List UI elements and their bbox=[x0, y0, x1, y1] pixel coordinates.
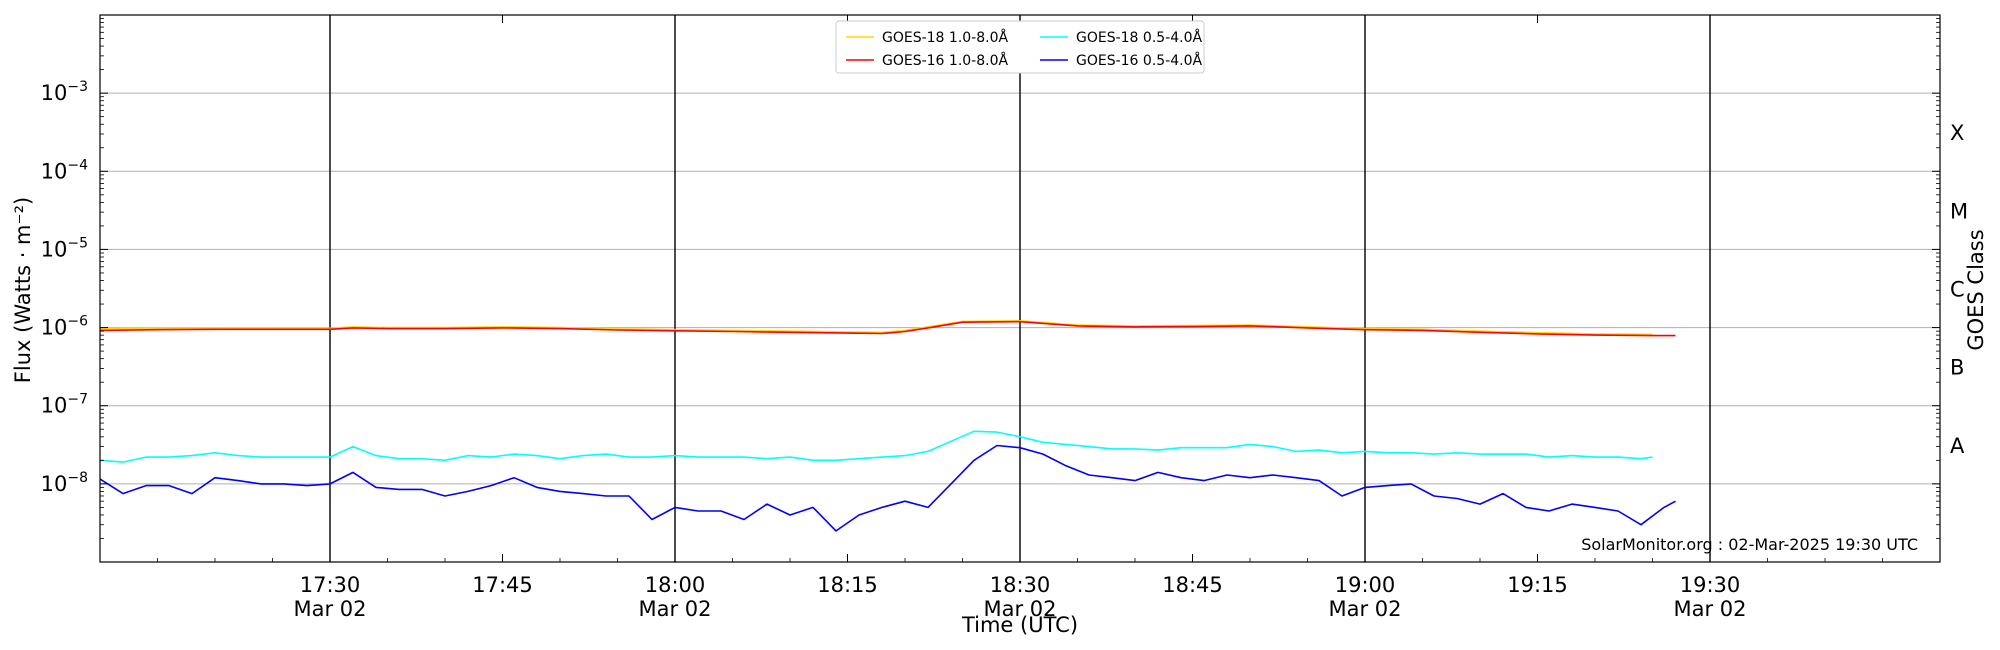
x-tick-label: 19:00 bbox=[1335, 573, 1396, 597]
x-axis-title: Time (UTC) bbox=[961, 613, 1078, 637]
x-tick-sublabel: Mar 02 bbox=[293, 597, 366, 621]
y-tick-label: 10−5 bbox=[41, 235, 88, 261]
goes-class-label: A bbox=[1950, 434, 1965, 458]
goes-class-label: B bbox=[1950, 356, 1964, 380]
y-tick-label: 10−7 bbox=[41, 392, 88, 418]
legend-label: GOES-16 1.0-8.0Å bbox=[882, 52, 1008, 69]
x-tick-label: 17:30 bbox=[300, 573, 361, 597]
x-tick-sublabel: Mar 02 bbox=[983, 597, 1056, 621]
series-line-3 bbox=[99, 430, 1653, 463]
y-axis-title: Flux (Watts · m⁻²) bbox=[11, 197, 35, 383]
goes-class-labels: A B C M X bbox=[1950, 121, 1968, 458]
x-tick-sublabel: Mar 02 bbox=[1673, 597, 1746, 621]
goes-class-label: M bbox=[1950, 199, 1968, 223]
x-tick-sublabel: Mar 02 bbox=[638, 597, 711, 621]
vertical-time-lines bbox=[329, 15, 1711, 562]
x-tick-label: 18:45 bbox=[1162, 573, 1223, 597]
x-tick-label: 17:45 bbox=[472, 573, 533, 597]
x-tick-label: 18:00 bbox=[645, 573, 706, 597]
legend-box bbox=[835, 20, 1205, 74]
y-axis-right-ticks bbox=[1932, 14, 1940, 563]
y-tick-label: 10−8 bbox=[41, 470, 88, 496]
x-tick-label: 18:15 bbox=[817, 573, 878, 597]
x-tick-label: 18:30 bbox=[990, 573, 1051, 597]
x-tick-label: 19:30 bbox=[1680, 573, 1741, 597]
series-line-2 bbox=[99, 320, 1676, 337]
goes-class-label: X bbox=[1950, 121, 1964, 145]
legend-label: GOES-16 0.5-4.0Å bbox=[1076, 52, 1202, 69]
credit-text: SolarMonitor.org : 02-Mar-2025 19:30 UTC bbox=[1581, 535, 1918, 554]
x-tick-sublabel: Mar 02 bbox=[1328, 597, 1401, 621]
legend-label: GOES-18 0.5-4.0Å bbox=[1076, 29, 1202, 46]
y-axis-left-ticks: 10−8 10−7 10−6 10−5 10−4 10−3 bbox=[41, 14, 108, 563]
legend: GOES-18 1.0-8.0Å GOES-16 1.0-8.0Å GOES-18 … bbox=[835, 20, 1205, 74]
goes-class-label: C bbox=[1950, 278, 1965, 302]
y-axis-right-title: GOES Class bbox=[1964, 229, 1988, 350]
y-tick-label: 10−6 bbox=[41, 314, 88, 340]
y-tick-label: 10−3 bbox=[41, 79, 88, 105]
legend-label: GOES-18 1.0-8.0Å bbox=[882, 29, 1008, 46]
series-line-4 bbox=[99, 444, 1676, 532]
x-tick-label: 19:15 bbox=[1507, 573, 1568, 597]
series-line-1 bbox=[99, 319, 1653, 336]
series-layer bbox=[99, 319, 1676, 532]
y-tick-label: 10−4 bbox=[41, 157, 88, 183]
